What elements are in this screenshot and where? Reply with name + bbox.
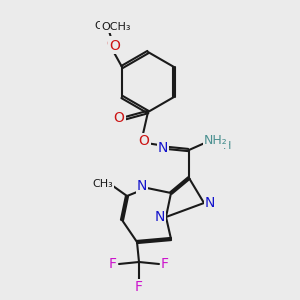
Text: O: O xyxy=(114,111,124,125)
Text: NH₂: NH₂ xyxy=(204,134,228,146)
Text: CH₃: CH₃ xyxy=(93,179,113,189)
Text: OCH₃: OCH₃ xyxy=(94,21,124,31)
Text: N: N xyxy=(158,141,168,155)
Text: N: N xyxy=(205,196,215,210)
Text: O: O xyxy=(106,37,118,51)
Text: O: O xyxy=(110,39,121,53)
Text: O: O xyxy=(139,134,149,148)
Text: F: F xyxy=(109,257,117,271)
Text: H: H xyxy=(223,141,231,151)
Text: OCH₃: OCH₃ xyxy=(101,22,131,32)
Text: F: F xyxy=(161,257,169,271)
Text: N: N xyxy=(155,210,165,224)
Text: F: F xyxy=(135,280,143,294)
Text: N: N xyxy=(137,179,147,193)
Text: NH: NH xyxy=(206,134,224,148)
